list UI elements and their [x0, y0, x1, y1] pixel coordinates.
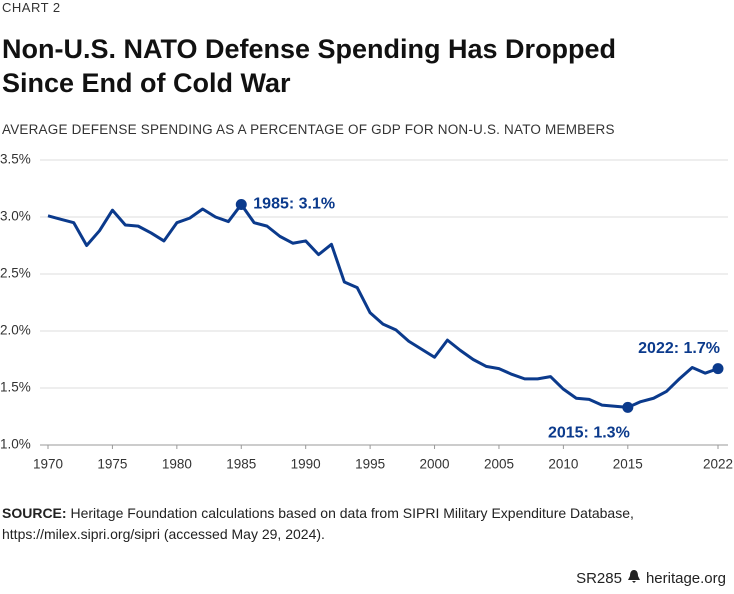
annotation: 2022: 1.7%: [638, 340, 720, 357]
x-tick-label: 2005: [484, 457, 514, 472]
x-tick-label: 2000: [420, 457, 450, 472]
x-tick-label: 2015: [613, 457, 643, 472]
x-tick-label: 1970: [33, 457, 63, 472]
logo: [627, 570, 640, 583]
x-tick-label: 1995: [355, 457, 385, 472]
data-line: [47, 202, 719, 409]
x-tick-label: 1980: [162, 457, 192, 472]
y-tick-label: 2.0%: [0, 323, 31, 338]
annotation: 1985: 3.1%: [253, 196, 335, 213]
x-tick-label: 2010: [548, 457, 578, 472]
y-tick-label: 1.5%: [0, 380, 31, 395]
footer: SR285 heritage.org: [576, 570, 726, 587]
chart: 1.0% 1.5% 2.0% 2.5% 3.0% 3.5% 1970 1975 1980 1985…: [0, 152, 733, 472]
chart-label: CHART 2: [2, 0, 61, 15]
x-tick-label: 2022: [703, 457, 733, 472]
y-tick-label: 2.5%: [0, 266, 31, 281]
chart-subtitle: AVERAGE DEFENSE SPENDING AS A PERCENTAGE…: [2, 122, 615, 137]
annotation: 2015: 1.3%: [548, 425, 630, 442]
highlight-point: [712, 363, 724, 375]
chart-title: Non-U.S. NATO Defense Spending Has Dropp…: [2, 34, 617, 98]
y-tick-label: 1.0%: [0, 437, 31, 452]
source-note: SOURCE: Heritage Foundation calculations…: [2, 503, 692, 545]
source-label: SOURCE:: [2, 505, 67, 521]
highlight-point: [235, 198, 247, 210]
source-text: Heritage Foundation calculations based o…: [2, 505, 634, 542]
report-id: SR285: [576, 570, 622, 587]
y-tick-label: 3.0%: [0, 209, 31, 224]
x-tick-label: 1975: [97, 457, 127, 472]
x-tick-label: 1985: [226, 457, 256, 472]
site: heritage.org: [645, 570, 726, 587]
highlight-point: [622, 401, 634, 413]
x-tick-label: 1990: [291, 457, 321, 472]
y-tick-label: 3.5%: [0, 152, 31, 167]
